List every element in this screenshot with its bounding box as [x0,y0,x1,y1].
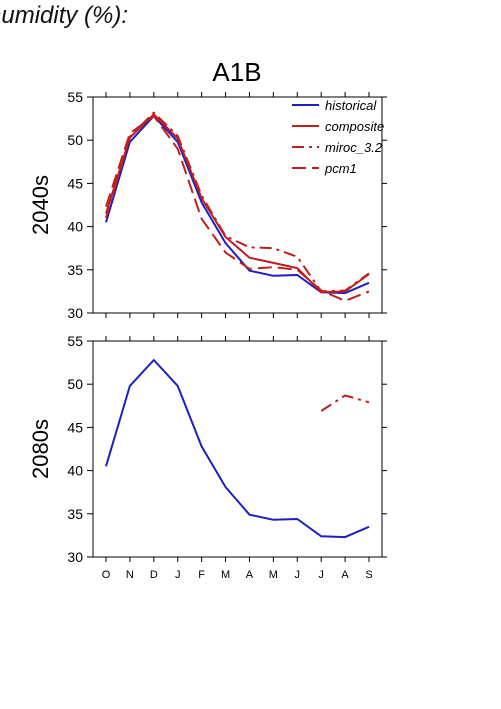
x-tick-label: D [150,569,158,581]
series-line-pcm1 [105,115,370,302]
y-tick-label: 30 [67,305,83,321]
x-tick-label: A [246,569,254,581]
y-tick-label: 45 [67,419,83,435]
x-tick-label: F [198,569,205,581]
x-tick-label: M [221,569,230,581]
series-line-miroc-3-2 [105,111,370,293]
x-tick-label: M [269,569,278,581]
x-tick-label: O [102,569,111,581]
legend-label: pcm1 [324,161,357,176]
y-tick-label: 55 [67,333,83,349]
x-tick-label: N [126,569,134,581]
legend-label: historical [325,98,377,113]
plot-frame [92,340,383,558]
y-tick-label: 45 [67,175,83,191]
series-line-miroc-3-2 [320,394,370,412]
y-tick-label: 55 [67,89,83,105]
y-tick-label: 50 [67,376,83,392]
y-tick-label: 30 [67,549,83,565]
y-tick-label: 50 [67,132,83,148]
chart-title: A1B [212,57,261,87]
y-tick-label: 40 [67,463,83,479]
y-axis-label: 2080s [28,419,53,479]
x-tick-label: S [365,569,372,581]
y-axis-label: 2040s [28,175,53,235]
y-tick-label: 40 [67,219,83,235]
legend-label: composite [325,119,384,134]
x-tick-label: J [318,569,324,581]
legend-label: miroc_3.2 [325,140,383,155]
plot-frame [92,96,383,314]
y-tick-label: 35 [67,506,83,522]
series-line-historical [105,359,370,539]
panel-2040s: 30 35 40 45 50 55 2040s historical composite miro… [28,89,387,321]
x-tick-label: J [175,569,181,581]
header-text: humidity (%): [0,2,129,29]
panel-2080s: 30 35 40 45 50 55 O N D J F M A M J J A S 2080s [28,333,387,581]
y-tick-label: 35 [67,262,83,278]
x-tick-label: J [295,569,301,581]
x-tick-label: A [341,569,349,581]
